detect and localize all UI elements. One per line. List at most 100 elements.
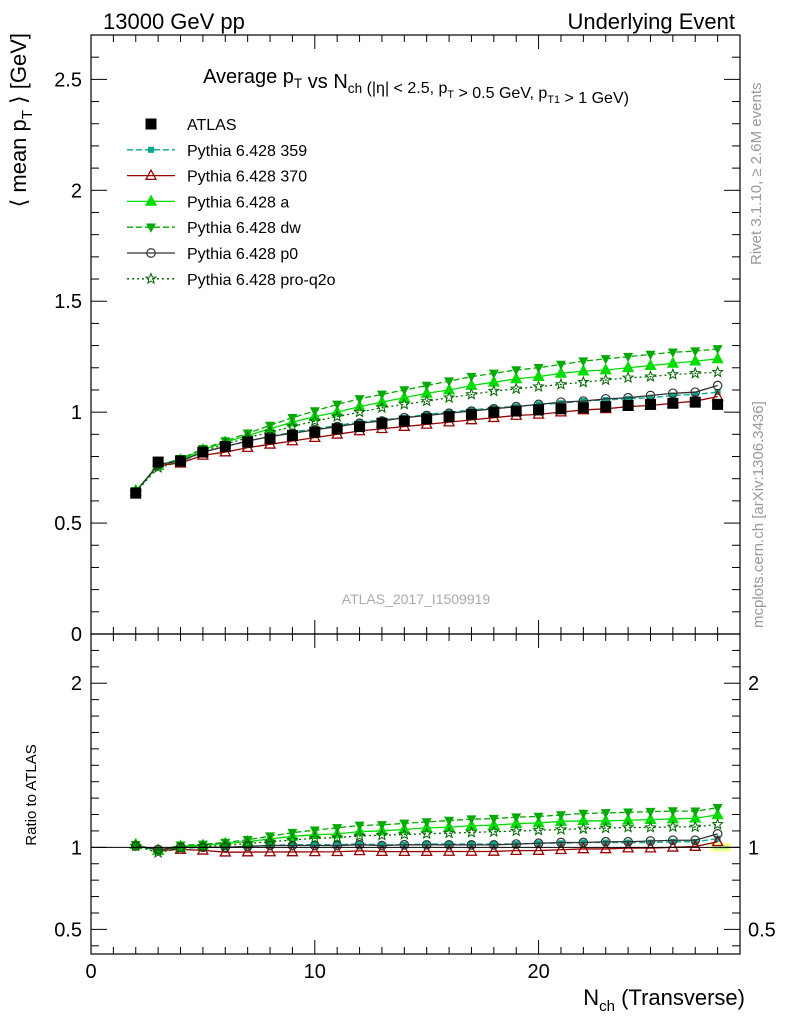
data-point [689, 354, 702, 366]
legend-marker [144, 272, 158, 285]
legend-entry-pythia-6-428-p0: Pythia 6.428 p0 [127, 246, 298, 263]
data-point [555, 360, 566, 370]
legend-entry-pythia-6-428-pro-q2o: Pythia 6.428 pro-q2o [127, 272, 336, 289]
y-tick-label: 1 [71, 402, 82, 424]
ratio-point [377, 840, 387, 851]
data-point [555, 403, 567, 415]
ratio-point [332, 840, 343, 851]
rivet-label: Rivet 3.1.10, ≥ 2.6M events [748, 83, 765, 266]
ratio-point [375, 828, 389, 841]
ratio-tick-label: 2 [71, 673, 82, 695]
data-point [242, 429, 253, 439]
ratio-point [311, 841, 318, 848]
ratio-point [510, 843, 523, 855]
ratio-point [466, 815, 477, 825]
data-point [287, 413, 298, 424]
ratio-point [465, 844, 478, 856]
header-right: Underlying Event [567, 9, 735, 34]
data-point [375, 401, 389, 414]
chart-title: Average pT vs Nch (|η| < 2.5, pT > 0.5 G… [203, 66, 629, 107]
ratio-point [666, 840, 679, 852]
ratio-point [622, 813, 635, 825]
data-point [466, 372, 477, 383]
ratio-point [511, 813, 522, 823]
ratio-y-label: Ratio to ATLAS [23, 744, 40, 845]
data-point [130, 487, 142, 499]
ratio-point [488, 840, 499, 850]
ratio-point [334, 841, 341, 848]
ratio-point [555, 811, 566, 821]
data-point [690, 347, 701, 357]
ratio-point [645, 807, 656, 818]
data-point [532, 380, 545, 393]
ratio-point [398, 827, 411, 840]
ratio-point [623, 836, 633, 847]
ratio-plot-frame [90, 633, 741, 955]
data-point [332, 400, 343, 410]
ratio-point [309, 826, 320, 836]
ratio-point [466, 839, 477, 850]
data-point [465, 387, 478, 400]
data-point [625, 395, 632, 402]
ratio-point [556, 837, 566, 848]
ratio-point [578, 837, 589, 848]
ratio-point [354, 821, 365, 831]
y-axis-label: ⟨ mean pT ⟩ [GeV] [6, 33, 36, 207]
ratio-point [442, 844, 456, 856]
ratio-point [554, 842, 568, 855]
ratio-point [644, 820, 657, 833]
ratio-point [532, 823, 545, 836]
watermark: ATLAS_2017_I1509919 [342, 591, 491, 607]
series-line [135, 348, 718, 492]
ratio-point [289, 841, 296, 848]
data-point [667, 397, 679, 409]
data-point [354, 421, 366, 433]
ratio-tick-label: 1 [748, 837, 759, 859]
data-point [286, 419, 299, 432]
ratio-tick-label: 0.5 [54, 919, 82, 941]
ratio-point [197, 840, 208, 850]
ratio-point [375, 844, 389, 857]
x-axis-label: Nch (Transverse) [583, 985, 745, 1015]
data-point [667, 348, 678, 358]
data-point [152, 456, 164, 468]
data-point [308, 414, 322, 427]
legend-marker [146, 223, 156, 233]
ratio-point [308, 844, 321, 857]
ratio-point [577, 822, 590, 835]
legend-entry-pythia-6-428-dw: Pythia 6.428 dw [127, 220, 301, 237]
data-point [421, 413, 433, 425]
data-point [309, 426, 321, 438]
ratio-point [309, 840, 320, 851]
data-point [511, 366, 522, 376]
data-point [487, 384, 501, 397]
data-point [242, 436, 254, 448]
data-point [309, 407, 320, 417]
data-point [577, 402, 589, 414]
ratio-point [599, 821, 613, 834]
ratio-tick-label: 2 [748, 673, 759, 695]
data-point [398, 415, 410, 427]
data-point [510, 405, 522, 417]
y-tick-label: 0 [71, 624, 82, 646]
data-point [690, 387, 701, 398]
ratio-point [667, 807, 678, 817]
legend-label: Pythia 6.428 359 [187, 143, 307, 160]
ratio-point [712, 803, 723, 814]
data-point [688, 366, 702, 379]
ratio-point [600, 836, 611, 847]
data-point [644, 370, 657, 383]
series-atlas [130, 396, 724, 499]
legend-entry-atlas: ATLAS [145, 117, 237, 134]
ratio-point [442, 826, 456, 839]
data-point [644, 398, 656, 410]
ratio-point [354, 839, 365, 850]
ratio-point [468, 841, 475, 848]
data-point [711, 365, 724, 378]
ratio-point [533, 812, 544, 822]
ratio-point [153, 844, 163, 855]
x-tick-label: 10 [304, 961, 326, 983]
data-point [557, 400, 564, 407]
legend-entry-pythia-6-428-a: Pythia 6.428 a [127, 194, 289, 211]
